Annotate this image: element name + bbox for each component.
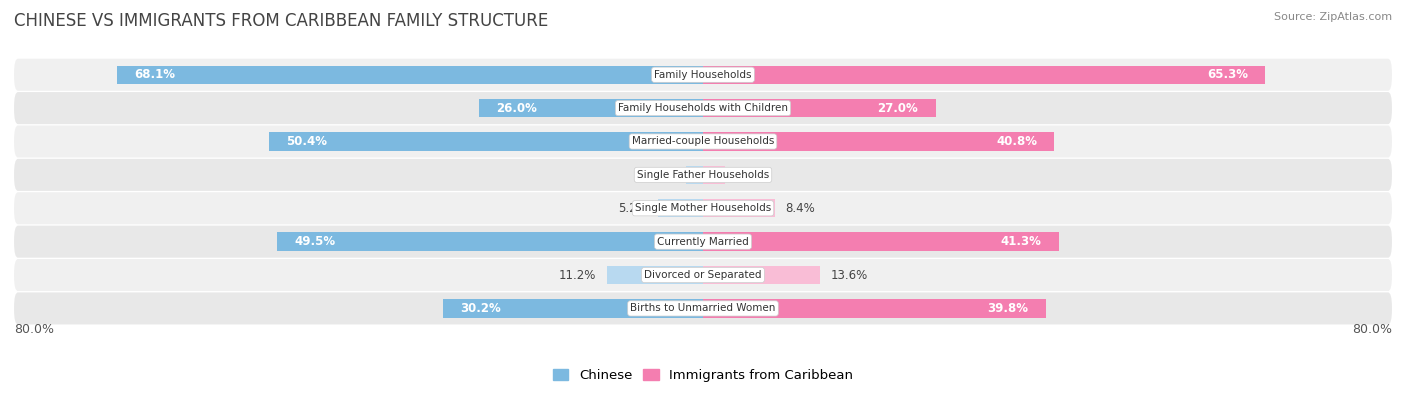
Text: 27.0%: 27.0% <box>877 102 918 115</box>
FancyBboxPatch shape <box>14 92 1392 124</box>
Bar <box>269 132 703 150</box>
Text: Single Father Households: Single Father Households <box>637 170 769 180</box>
Text: 30.2%: 30.2% <box>460 302 501 315</box>
Text: Births to Unmarried Women: Births to Unmarried Women <box>630 303 776 313</box>
Text: Family Households with Children: Family Households with Children <box>619 103 787 113</box>
Text: 39.8%: 39.8% <box>987 302 1029 315</box>
FancyBboxPatch shape <box>14 292 1392 324</box>
Text: CHINESE VS IMMIGRANTS FROM CARIBBEAN FAMILY STRUCTURE: CHINESE VS IMMIGRANTS FROM CARIBBEAN FAM… <box>14 12 548 30</box>
Legend: Chinese, Immigrants from Caribbean: Chinese, Immigrants from Caribbean <box>547 363 859 387</box>
Bar <box>703 199 775 218</box>
Text: 26.0%: 26.0% <box>496 102 537 115</box>
Bar <box>703 99 935 117</box>
Text: 65.3%: 65.3% <box>1208 68 1249 81</box>
Text: 2.0%: 2.0% <box>645 168 675 181</box>
Text: Divorced or Separated: Divorced or Separated <box>644 270 762 280</box>
Bar <box>703 299 1046 318</box>
Bar <box>658 199 703 218</box>
Text: 68.1%: 68.1% <box>134 68 174 81</box>
Bar <box>479 99 703 117</box>
FancyBboxPatch shape <box>14 126 1392 158</box>
Bar <box>703 66 1265 84</box>
Bar <box>703 166 724 184</box>
Text: 2.5%: 2.5% <box>735 168 765 181</box>
Bar <box>117 66 703 84</box>
Bar <box>443 299 703 318</box>
Text: 41.3%: 41.3% <box>1001 235 1042 248</box>
Text: Source: ZipAtlas.com: Source: ZipAtlas.com <box>1274 12 1392 22</box>
Text: 5.2%: 5.2% <box>619 202 648 215</box>
Text: 80.0%: 80.0% <box>1353 323 1392 336</box>
Text: Family Households: Family Households <box>654 70 752 80</box>
Text: 80.0%: 80.0% <box>14 323 53 336</box>
FancyBboxPatch shape <box>14 159 1392 191</box>
Text: Married-couple Households: Married-couple Households <box>631 137 775 147</box>
Text: 40.8%: 40.8% <box>995 135 1038 148</box>
Text: 13.6%: 13.6% <box>831 269 868 282</box>
FancyBboxPatch shape <box>14 226 1392 258</box>
Bar <box>703 132 1054 150</box>
Text: 8.4%: 8.4% <box>786 202 815 215</box>
Text: 49.5%: 49.5% <box>294 235 335 248</box>
Text: Single Mother Households: Single Mother Households <box>636 203 770 213</box>
Bar <box>703 266 820 284</box>
Bar <box>703 233 1059 251</box>
Text: 50.4%: 50.4% <box>287 135 328 148</box>
FancyBboxPatch shape <box>14 259 1392 291</box>
Text: Currently Married: Currently Married <box>657 237 749 246</box>
Bar <box>686 166 703 184</box>
Text: 11.2%: 11.2% <box>558 269 596 282</box>
FancyBboxPatch shape <box>14 192 1392 224</box>
FancyBboxPatch shape <box>14 59 1392 91</box>
Bar <box>277 233 703 251</box>
Bar <box>606 266 703 284</box>
